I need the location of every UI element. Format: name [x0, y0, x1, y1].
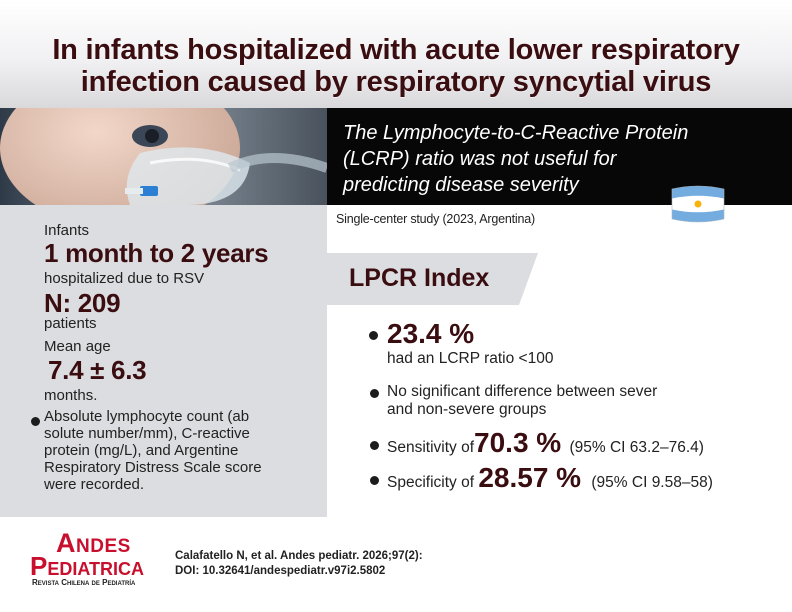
no-diff-line-2: and non-severe groups: [387, 401, 547, 418]
bullet-icon: [370, 476, 379, 485]
population-panel: Infants 1 month to 2 years hospitalized …: [0, 205, 327, 517]
argentina-flag-icon: [671, 185, 725, 223]
conclusion-box: The Lymphocyte-to-C-Reactive Protein (LC…: [327, 108, 792, 205]
bullet-icon: [370, 441, 379, 450]
patients-label: patients: [44, 315, 97, 332]
conclusion-line-2: (LCRP) ratio was not useful for: [343, 148, 617, 170]
specificity-row: Specificity of 28.57 % (95% CI 9.58–58): [387, 462, 713, 494]
measures-line-5: were recorded.: [44, 476, 145, 493]
sample-size: N: 209: [44, 288, 121, 318]
mean-age-unit: months.: [44, 387, 98, 404]
no-diff-text: No significant difference between sever …: [387, 383, 657, 419]
measures-line-3: protein (mg/L), and Argentine: [44, 442, 239, 459]
header-banner: In infants hospitalized with acute lower…: [0, 0, 792, 108]
measures-text: Absolute lymphocyte count (ab solute num…: [44, 408, 262, 493]
study-note: Single-center study (2023, Argentina): [336, 212, 535, 226]
pct-text: had an LCRP ratio <100: [387, 350, 554, 367]
citation-line-1: Calafatello N, et al. Andes pediatr. 202…: [175, 550, 423, 562]
sensitivity-row: Sensitivity of70.3 % (95% CI 63.2–76.4): [387, 427, 704, 459]
logo-pediatrica: Pediatrica: [30, 551, 145, 581]
logo-andes: Andes: [56, 528, 131, 558]
mean-age-label: Mean age: [44, 338, 111, 355]
title-line-2: infection caused by respiratory syncytia…: [80, 66, 712, 98]
infant-illustration: [0, 108, 327, 205]
sensitivity-value: 70.3 %: [474, 427, 562, 458]
measures-line-2: solute number/mm), C-reactive: [44, 425, 250, 442]
hospitalized-text: hospitalized due to RSV: [44, 270, 205, 287]
bullet-icon: [370, 389, 379, 398]
bullet-icon: [31, 417, 40, 426]
pct-value: 23.4 %: [387, 318, 475, 349]
citation-doi: DOI: 10.32641/andespediatr.v97i2.5802: [175, 565, 386, 577]
logo-subtitle: Revista Chilena de Pediatría: [32, 578, 136, 587]
mean-age-value: 7.4 ± 6.3: [48, 355, 147, 385]
measures-line-1: Absolute lymphocyte count (ab: [44, 408, 250, 425]
index-heading: LPCR Index: [349, 264, 490, 292]
specificity-ci: (95% CI 9.58–58): [591, 474, 713, 491]
index-heading-tab: LPCR Index: [327, 253, 538, 305]
infants-label: Infants: [44, 222, 90, 239]
bullet-icon: [369, 331, 378, 340]
no-diff-line-1: No significant difference between sever: [387, 383, 658, 400]
infant-photo: [0, 108, 327, 205]
sensitivity-ci: (95% CI 63.2–76.4): [569, 439, 704, 456]
sensitivity-label: Sensitivity of: [387, 439, 475, 456]
age-range: 1 month to 2 years: [44, 238, 269, 268]
conclusion-line-1: The Lymphocyte-to-C-Reactive Protein: [343, 122, 689, 144]
measures-line-4: Respiratory Distress Scale score: [44, 459, 262, 476]
conclusion-line-3: predicting disease severity: [343, 174, 579, 196]
specificity-label: Specificity of: [387, 474, 475, 491]
citation: Calafatello N, et al. Andes pediatr. 202…: [175, 549, 423, 579]
page-title: In infants hospitalized with acute lower…: [0, 34, 792, 98]
specificity-value: 28.57 %: [478, 462, 582, 493]
title-line-1: In infants hospitalized with acute lower…: [52, 34, 740, 66]
